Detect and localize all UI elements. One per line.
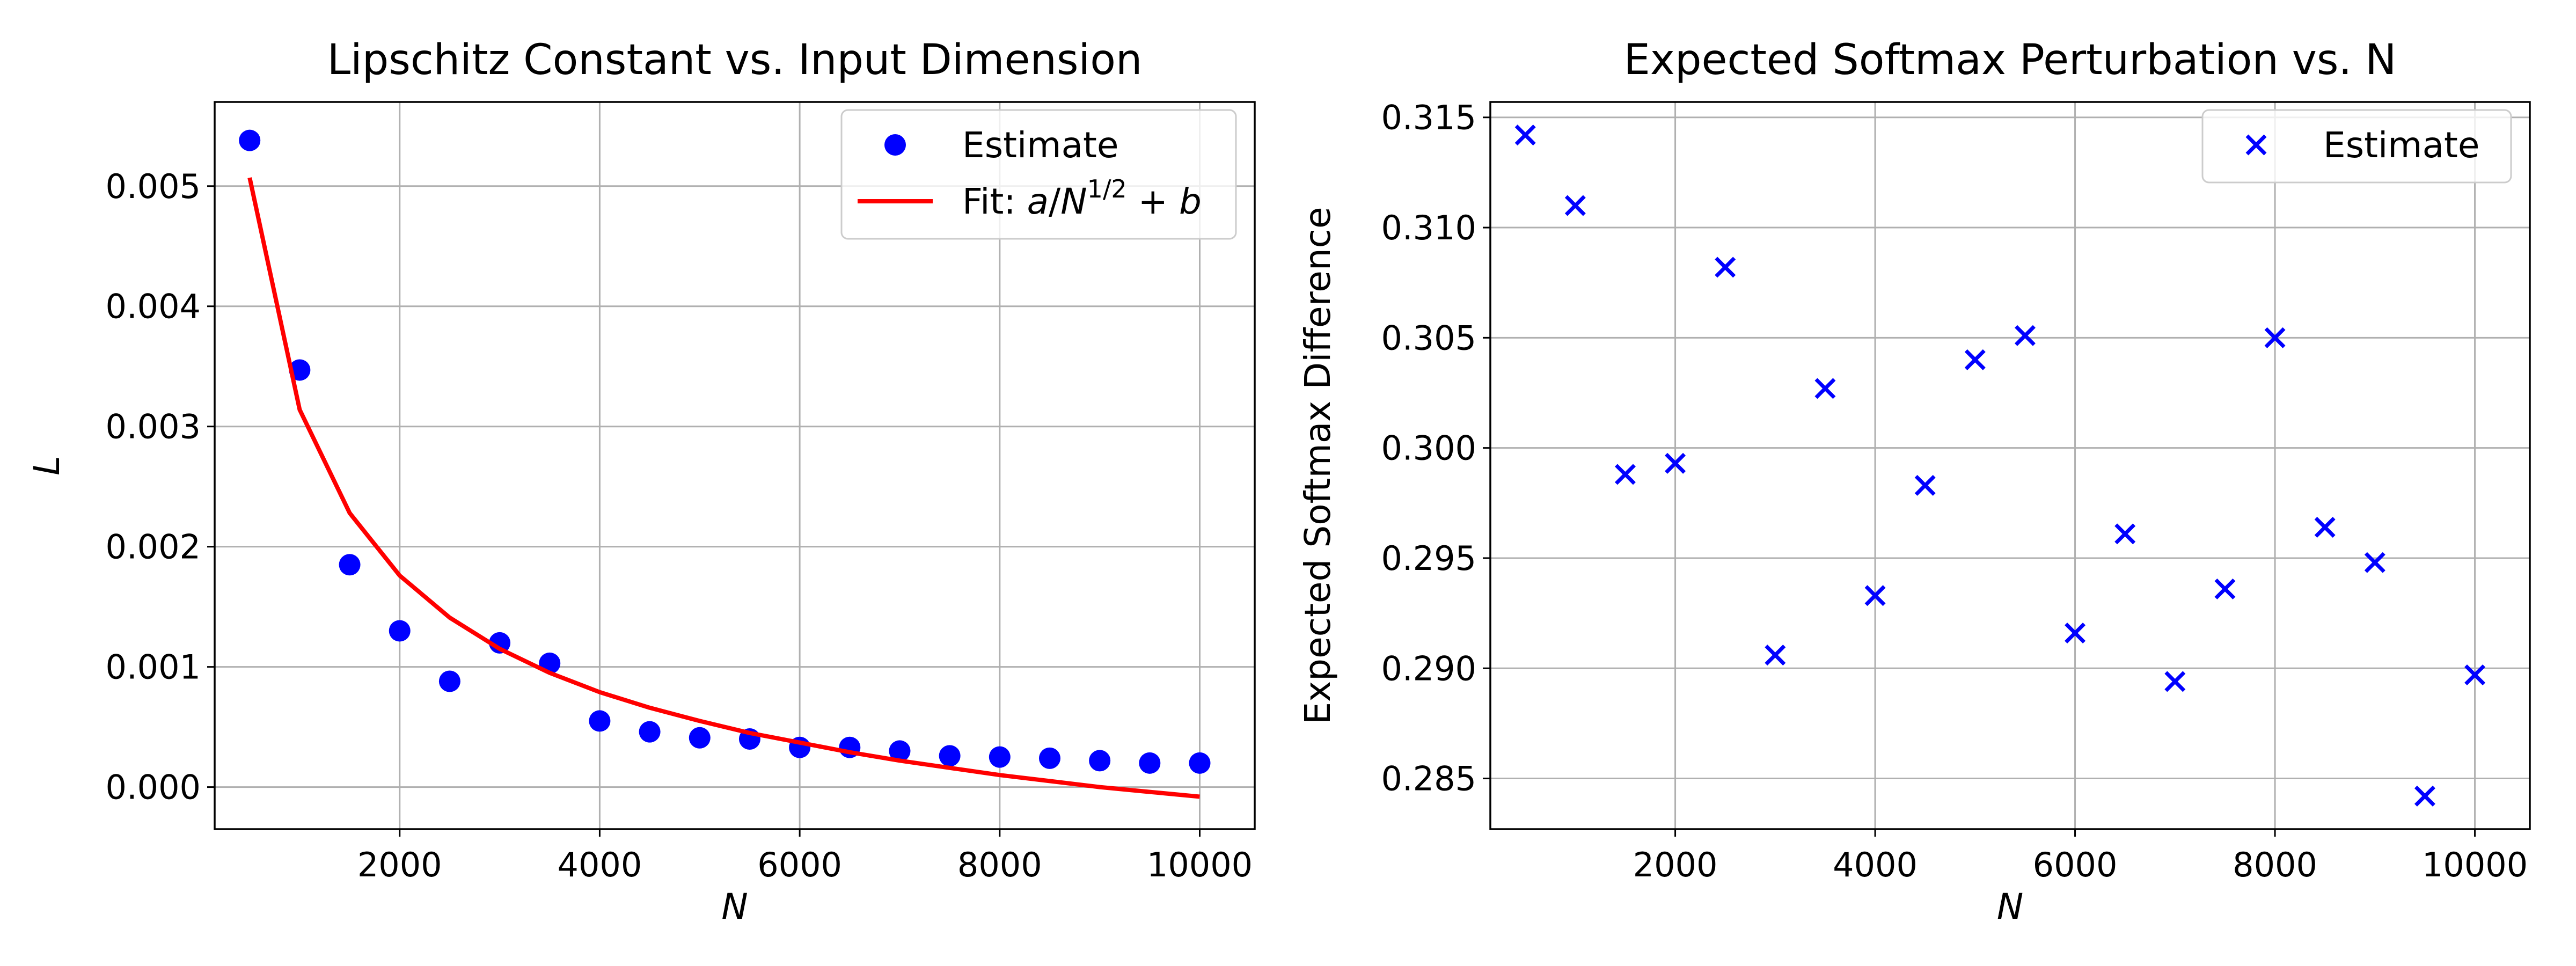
y-tick-label: 0.290	[1381, 649, 1477, 688]
y-tick-label: 0.295	[1381, 539, 1477, 578]
x-tick-label: 10000	[2422, 845, 2528, 884]
y-tick-label: 0.003	[106, 407, 201, 447]
data-point	[1864, 585, 1886, 606]
legend-box	[840, 109, 1237, 240]
legend: Estimate	[2201, 109, 2512, 184]
data-point	[2014, 325, 2036, 346]
x-tick-label: 8000	[957, 845, 1042, 884]
data-point	[1189, 752, 1211, 774]
x-tick-label: 8000	[2233, 845, 2317, 884]
legend-marker	[884, 134, 906, 156]
y-tick-label: 0.305	[1381, 318, 1477, 357]
legend: Estimate Fit: a/N1/2 + b	[840, 109, 1237, 240]
series-1	[1514, 125, 2486, 807]
chart-title: Expected Softmax Perturbation vs. N	[1624, 36, 2397, 84]
y-tick-label: 0.315	[1381, 98, 1477, 137]
data-point	[2414, 785, 2435, 807]
x-axis-label: N	[1997, 886, 2023, 927]
x-tick-label: 10000	[1147, 845, 1253, 884]
y-tick-label: 0.005	[106, 167, 201, 206]
x-tick-label: 2000	[357, 845, 442, 884]
x-tick-label: 4000	[558, 845, 642, 884]
data-point	[1038, 747, 1060, 769]
data-point	[389, 620, 411, 642]
chart-1: 2000 4000 6000 8000 10000 0.000 0.001 0.002 0.00…	[26, 36, 1256, 927]
legend-label: Estimate	[962, 125, 1119, 166]
y-axis-label: Expected Softmax Difference	[1297, 207, 1338, 724]
data-point	[2314, 516, 2336, 538]
x-tick-label: 2000	[1633, 845, 1718, 884]
data-point	[489, 632, 511, 654]
data-point	[2164, 671, 2186, 692]
data-point	[989, 746, 1011, 768]
data-point	[639, 721, 661, 743]
data-point	[2065, 623, 2086, 644]
data-point	[2214, 578, 2236, 599]
y-tick-label: 0.300	[1381, 429, 1477, 468]
y-tick-label: 0.285	[1381, 759, 1477, 799]
data-point	[1814, 378, 1836, 399]
data-point	[1964, 349, 1986, 370]
data-point	[2264, 327, 2286, 348]
x-tick-label: 6000	[2033, 845, 2118, 884]
series-2	[247, 177, 1200, 799]
data-point	[1564, 195, 1586, 216]
data-point	[2464, 664, 2486, 686]
y-tick-label: 0.004	[106, 287, 201, 326]
data-point	[1139, 752, 1161, 774]
y-axis-label: L	[26, 456, 68, 475]
legend-marker	[2245, 134, 2267, 156]
fit-line	[247, 177, 1200, 799]
chart-2: 2000 4000 6000 8000 10000 0.285 0.290 0.295 0.30…	[1297, 36, 2531, 927]
data-point	[438, 670, 460, 692]
data-point	[1089, 750, 1111, 772]
chart-title: Lipschitz Constant vs. Input Dimension	[327, 36, 1143, 84]
data-point	[1514, 125, 1536, 146]
axes-frame	[1489, 101, 2531, 830]
data-point	[239, 129, 261, 151]
axes-frame	[214, 101, 1256, 830]
y-tick-label: 0.002	[106, 528, 201, 567]
x-tick-label: 4000	[1833, 845, 1918, 884]
data-point	[1715, 257, 1736, 278]
data-point	[1665, 452, 1686, 474]
legend-label: Fit: a/N1/2 + b	[962, 174, 1202, 222]
data-point	[889, 740, 911, 762]
data-point	[589, 710, 611, 732]
legend-label: Estimate	[2323, 125, 2480, 166]
y-tick-label: 0.310	[1381, 208, 1477, 247]
x-tick-label: 6000	[757, 845, 842, 884]
data-point	[689, 727, 711, 749]
data-point	[2364, 552, 2385, 573]
x-axis-label: N	[721, 886, 748, 927]
y-tick-label: 0.001	[106, 648, 201, 687]
data-point	[1914, 474, 1936, 496]
data-point	[1614, 464, 1636, 485]
legend-box	[2201, 109, 2512, 184]
data-point	[339, 554, 361, 576]
data-point	[939, 745, 961, 767]
data-point	[2114, 523, 2136, 545]
y-tick-label: 0.000	[106, 768, 201, 807]
data-point	[1765, 645, 1786, 666]
